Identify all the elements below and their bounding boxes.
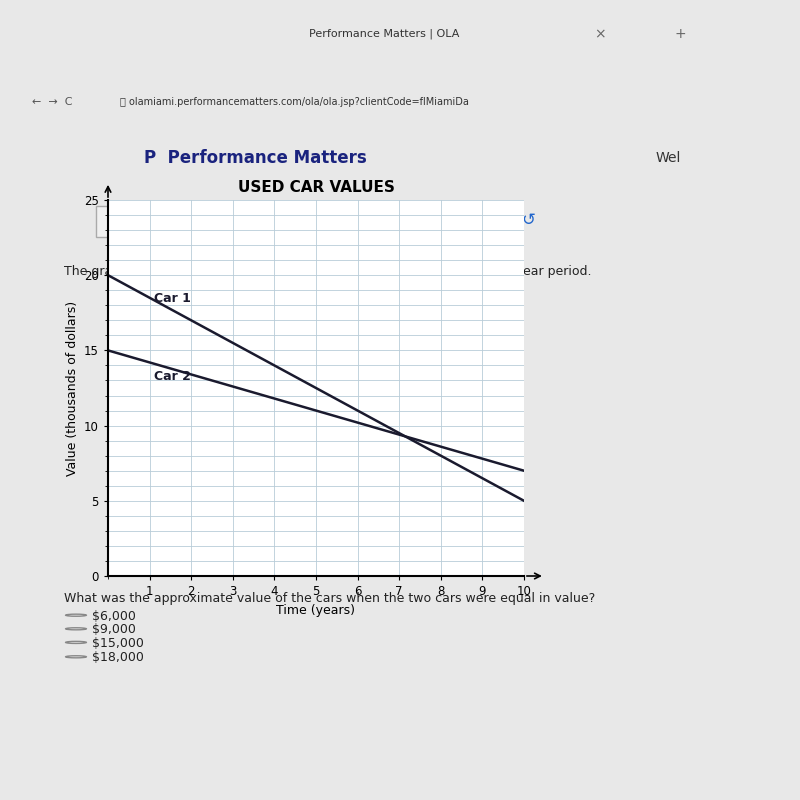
Text: 🔒 olamiami.performancematters.com/ola/ola.jsp?clientCode=flMiamiDa: 🔒 olamiami.performancematters.com/ola/ol… — [120, 97, 469, 107]
Text: $6,000: $6,000 — [92, 610, 136, 622]
Text: What was the approximate value of the cars when the two cars were equal in value: What was the approximate value of the ca… — [64, 592, 595, 605]
Text: ←  →  C: ← → C — [32, 97, 73, 107]
Title: USED CAR VALUES: USED CAR VALUES — [238, 180, 394, 194]
Bar — [96, 206, 272, 237]
Text: Performance Matters | OLA: Performance Matters | OLA — [309, 29, 459, 39]
Y-axis label: Value (thousands of dollars): Value (thousands of dollars) — [66, 301, 78, 475]
Text: ✏: ✏ — [458, 213, 470, 227]
Text: +: + — [674, 27, 686, 41]
Text: ↺: ↺ — [521, 211, 535, 229]
Text: ×: × — [594, 27, 606, 41]
Text: ⊘: ⊘ — [393, 211, 407, 229]
Text: $9,000: $9,000 — [92, 623, 136, 636]
Text: $18,000: $18,000 — [92, 651, 144, 664]
Text: Question 4 of 12 ▼: Question 4 of 12 ▼ — [126, 214, 242, 226]
Text: Car 2: Car 2 — [154, 370, 190, 383]
Text: Wel: Wel — [656, 151, 682, 165]
Text: $15,000: $15,000 — [92, 637, 144, 650]
Text: Car 1: Car 1 — [154, 292, 190, 306]
Text: P  Performance Matters: P Performance Matters — [144, 149, 366, 167]
Text: ⚑: ⚑ — [329, 211, 343, 229]
Text: The graph shows how the values of two used cars changed during a 10-year period.: The graph shows how the values of two us… — [64, 266, 591, 278]
X-axis label: Time (years): Time (years) — [277, 603, 355, 617]
